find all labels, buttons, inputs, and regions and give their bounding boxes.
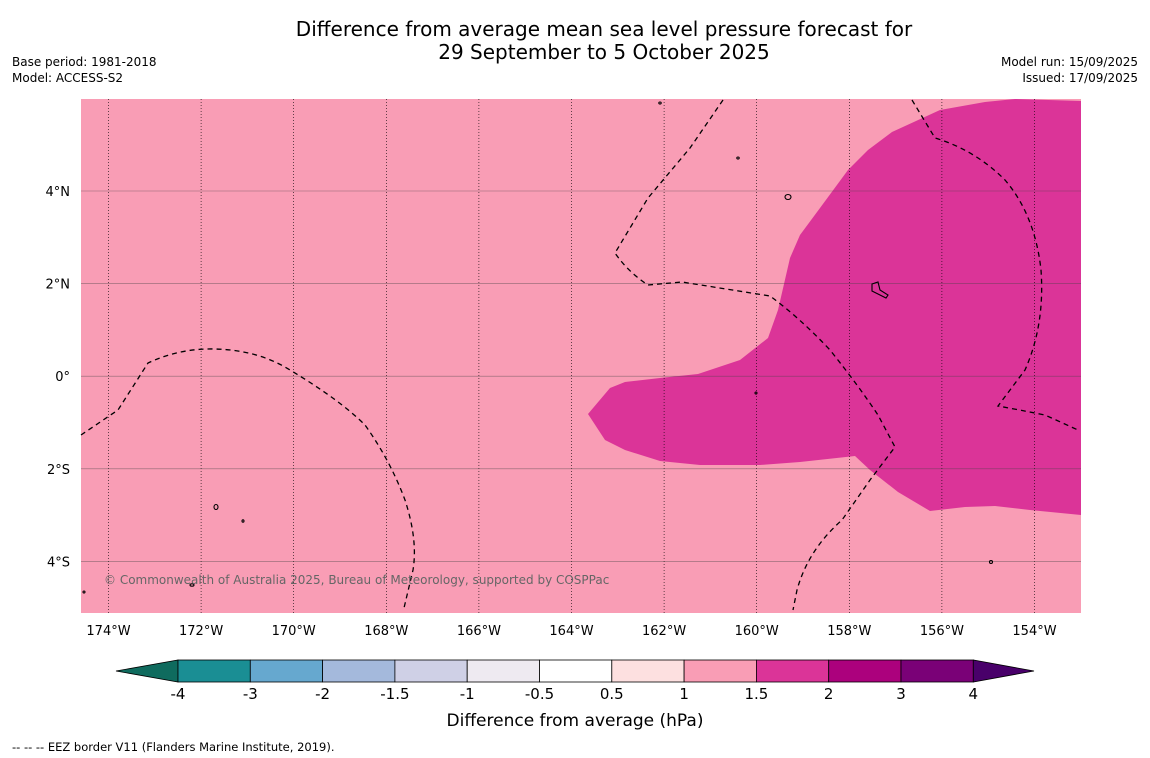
island [754, 391, 758, 395]
eez-footnote: -- -- -- EEZ border V11 (Flanders Marine… [12, 740, 335, 754]
colorbar-extend-high [972, 659, 1035, 683]
colorbar-tick-label: -4 [171, 685, 186, 703]
colorbar-segment [756, 659, 830, 683]
latitude-label: 4°N [46, 185, 71, 200]
title-line-2: 29 September to 5 October 2025 [438, 40, 770, 64]
longitude-label: 156°W [920, 624, 964, 639]
colorbar-segment [683, 659, 757, 683]
colorbar-tick-label: 2 [824, 685, 834, 703]
colorbar-segment [466, 659, 540, 683]
copyright-notice: © Commonwealth of Australia 2025, Bureau… [104, 573, 609, 587]
model-name: Model: ACCESS-S2 [12, 71, 124, 85]
latitude-label: 0° [55, 370, 70, 385]
colorbar-tick-label: 3 [896, 685, 906, 703]
colorbar-tick-label: 1.5 [744, 685, 768, 703]
island [736, 156, 740, 160]
colorbar-segment [177, 659, 251, 683]
island [784, 193, 792, 201]
longitude-label: 168°W [364, 624, 408, 639]
colorbar-segment [249, 659, 324, 683]
island [189, 583, 195, 587]
model-run: Model run: 15/09/2025 [1000, 55, 1138, 69]
longitude-label: 154°W [1012, 624, 1056, 639]
island [213, 503, 219, 511]
issued-date: Issued: 17/09/2025 [1022, 71, 1138, 85]
latitude-label: 2°N [46, 278, 71, 293]
longitude-label: 162°W [642, 624, 686, 639]
longitude-label: 160°W [735, 624, 779, 639]
map-title: Difference from average mean sea level p… [200, 18, 1008, 64]
colorbar-tick-label: -3 [243, 685, 258, 703]
left-meta: Base period: 1981-2018 Model: ACCESS-S2 [12, 54, 157, 86]
eez-borders [80, 99, 1079, 611]
colorbar: -4 -3 -2 -1.5 -1 -0.5 0.5 1 1.5 2 3 4 [115, 659, 1035, 703]
colorbar-tick-label: 4 [969, 685, 979, 703]
colorbar-segment [394, 659, 468, 683]
colorbar-tick-label: 1 [679, 685, 689, 703]
island [241, 519, 245, 523]
anomaly-region-1p5-to-2 [588, 99, 1081, 515]
colorbar-tick-label: -2 [315, 685, 330, 703]
islands [82, 101, 994, 594]
colorbar-extend-low [115, 659, 179, 683]
colorbar-segment [611, 659, 685, 683]
longitude-label: 166°W [457, 624, 501, 639]
parallel-lines [81, 190, 1081, 562]
colorbar-segment [539, 659, 613, 683]
longitude-label: 164°W [549, 624, 593, 639]
colorbar-tick-label: -1 [460, 685, 475, 703]
colorbar-segment [900, 659, 974, 683]
eez-border-west [80, 348, 415, 609]
island [871, 281, 889, 299]
island [658, 101, 662, 105]
longitude-label: 170°W [272, 624, 316, 639]
colorbar-tick-label: 0.5 [600, 685, 624, 703]
colorbar-tick-label: -0.5 [525, 685, 554, 703]
longitude-labels: 174°W 172°W 170°W 168°W 166°W 164°W 162°W 160°W… [86, 624, 1056, 639]
island [988, 559, 994, 565]
colorbar-tick-label: -1.5 [380, 685, 409, 703]
eez-border-east [911, 99, 1079, 431]
latitude-label: 2°S [47, 463, 70, 478]
colorbar-title: Difference from average (hPa) [447, 711, 704, 731]
latitude-label: 4°S [47, 555, 70, 570]
title-line-1: Difference from average mean sea level p… [295, 17, 913, 41]
island [82, 590, 86, 594]
longitude-label: 158°W [827, 624, 871, 639]
longitude-label: 172°W [179, 624, 223, 639]
right-meta: Model run: 15/09/2025 Issued: 17/09/2025 [1001, 54, 1138, 86]
colorbar-segment [322, 659, 396, 683]
colorbar-segment [828, 659, 902, 683]
longitude-label: 174°W [86, 624, 130, 639]
base-period: Base period: 1981-2018 [12, 55, 157, 69]
map-area: © Commonwealth of Australia 2025, Bureau… [80, 99, 1081, 613]
latitude-labels: 4°N 2°N 0° 2°S 4°S [46, 185, 71, 570]
